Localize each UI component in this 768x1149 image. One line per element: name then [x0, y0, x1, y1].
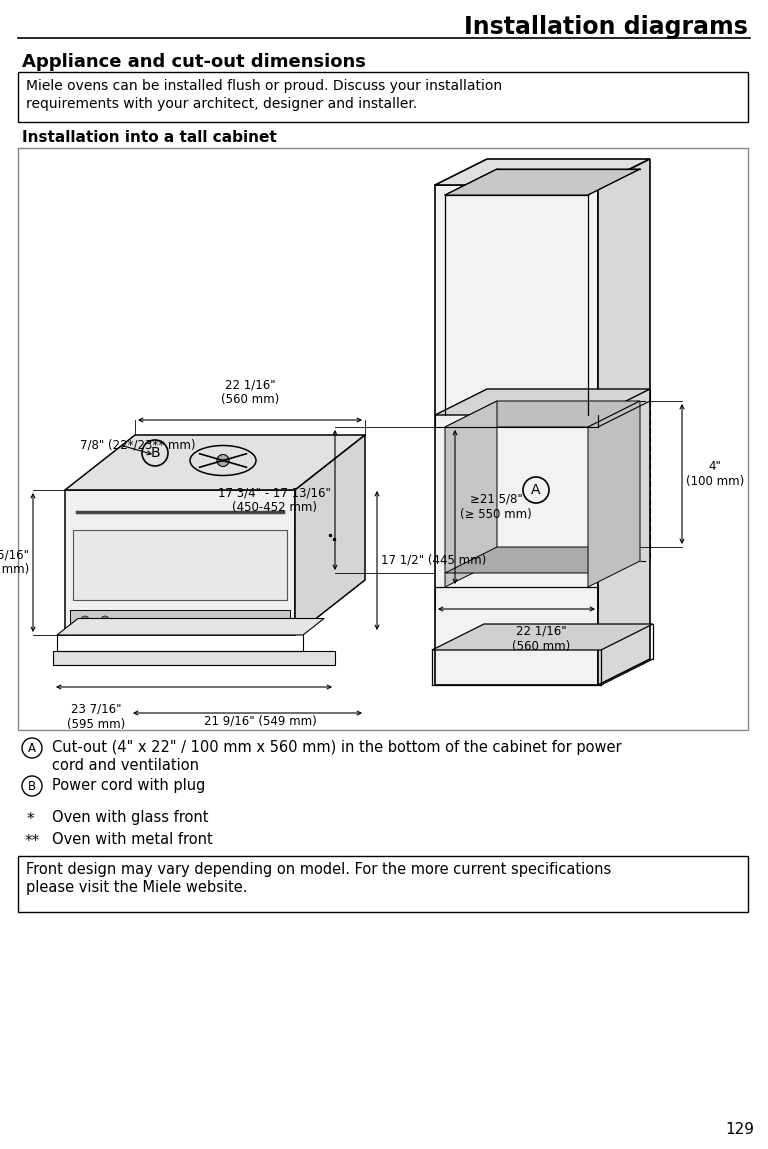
Text: Oven with metal front: Oven with metal front: [52, 832, 213, 847]
Polygon shape: [57, 618, 324, 635]
Text: Oven with glass front: Oven with glass front: [52, 810, 208, 825]
Polygon shape: [435, 390, 650, 415]
Text: Installation into a tall cabinet: Installation into a tall cabinet: [22, 130, 276, 145]
Text: 4"
(100 mm): 4" (100 mm): [686, 460, 744, 488]
Text: Cut-out (4" x 22" / 100 mm x 560 mm) in the bottom of the cabinet for power: Cut-out (4" x 22" / 100 mm x 560 mm) in …: [52, 740, 621, 755]
Bar: [18, 148, 748, 730]
Polygon shape: [445, 401, 497, 587]
Text: **: **: [25, 834, 40, 849]
Text: ≥21 5/8"
(≥ 550 mm): ≥21 5/8" (≥ 550 mm): [460, 493, 531, 520]
Bar: [70, 610, 290, 630]
Text: Front design may vary depending on model. For the more current specifications: Front design may vary depending on model…: [26, 862, 611, 877]
Polygon shape: [65, 489, 295, 635]
Text: please visit the Miele website.: please visit the Miele website.: [26, 880, 247, 895]
Polygon shape: [295, 435, 365, 635]
Polygon shape: [53, 651, 335, 665]
Text: Appliance and cut-out dimensions: Appliance and cut-out dimensions: [22, 53, 366, 71]
Bar: [73, 530, 287, 600]
Polygon shape: [435, 185, 598, 685]
Text: 17 3/4" - 17 13/16"
(450-452 mm): 17 3/4" - 17 13/16" (450-452 mm): [218, 486, 331, 514]
Text: B: B: [151, 446, 160, 460]
Text: 21 9/16" (549 mm): 21 9/16" (549 mm): [204, 714, 316, 727]
Polygon shape: [432, 624, 653, 650]
Text: *: *: [27, 812, 35, 827]
Text: 129: 129: [726, 1123, 754, 1138]
Text: Installation diagrams: Installation diagrams: [464, 15, 748, 39]
Bar: [18, 856, 748, 912]
Circle shape: [81, 616, 89, 624]
Text: Power cord with plug: Power cord with plug: [52, 778, 205, 793]
Text: B: B: [28, 779, 36, 793]
Polygon shape: [588, 401, 640, 587]
Text: A: A: [28, 741, 36, 755]
Text: requirements with your architect, designer and installer.: requirements with your architect, design…: [26, 97, 417, 111]
Polygon shape: [445, 547, 640, 573]
Text: 7/8" (22*/23** mm): 7/8" (22*/23** mm): [80, 439, 196, 452]
Text: 23 7/16"
(595 mm): 23 7/16" (595 mm): [67, 703, 125, 731]
Bar: [18, 72, 748, 122]
Text: cord and ventilation: cord and ventilation: [52, 758, 199, 773]
Text: 17 1/2" (445 mm): 17 1/2" (445 mm): [381, 554, 486, 566]
Polygon shape: [65, 435, 365, 489]
Text: 17 15/16"
(455 mm): 17 15/16" (455 mm): [0, 548, 29, 576]
Polygon shape: [435, 159, 650, 185]
Polygon shape: [445, 401, 640, 427]
Text: 22 1/16"
(560 mm): 22 1/16" (560 mm): [512, 625, 571, 653]
Text: Miele ovens can be installed flush or proud. Discuss your installation: Miele ovens can be installed flush or pr…: [26, 79, 502, 93]
Polygon shape: [598, 159, 650, 685]
Circle shape: [101, 616, 109, 624]
Text: 22 1/16"
(560 mm): 22 1/16" (560 mm): [221, 378, 279, 406]
Polygon shape: [445, 169, 640, 195]
Circle shape: [217, 455, 229, 466]
Text: A: A: [531, 483, 541, 498]
